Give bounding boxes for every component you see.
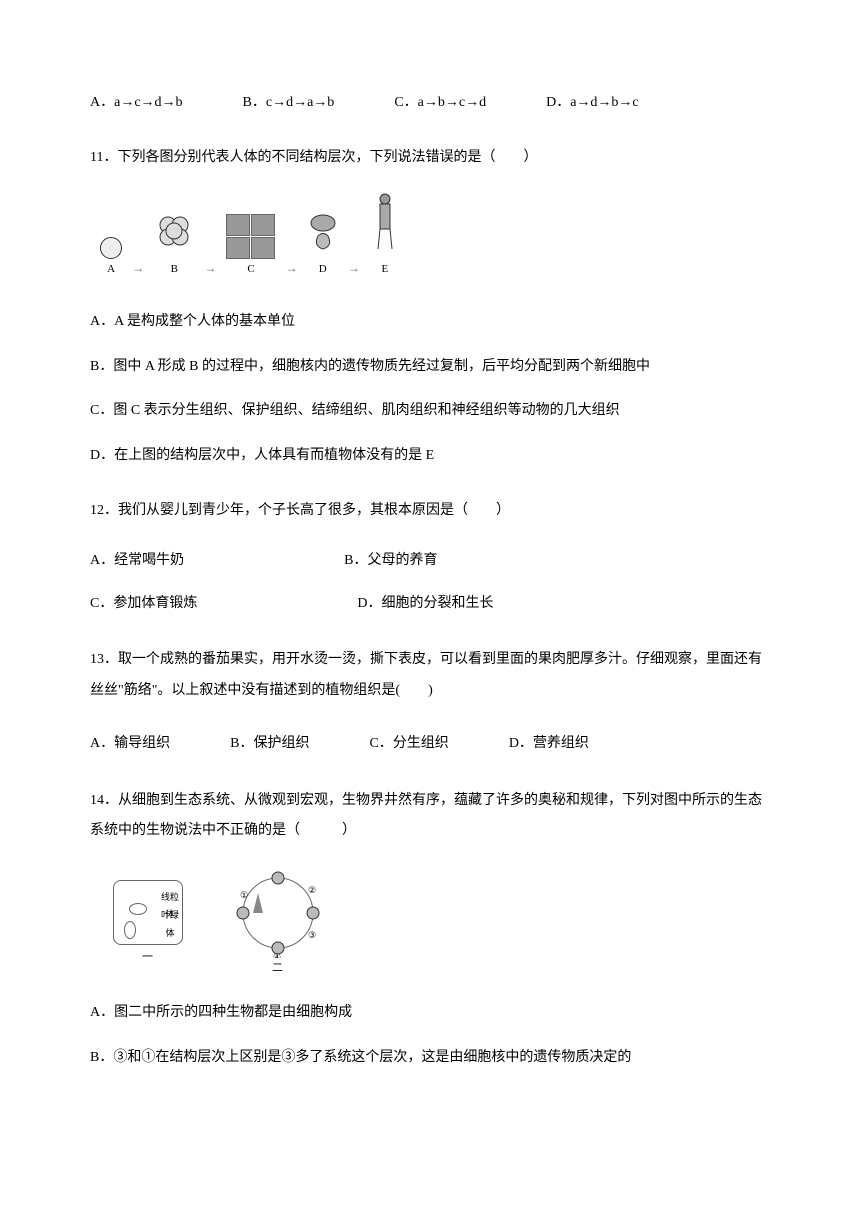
q11-diagram-label-a: A (100, 259, 122, 280)
q13-option-d: D．营养组织 (509, 731, 589, 758)
q13-stem: 13．取一个成熟的番茄果实，用开水烫一烫，撕下表皮，可以看到里面的果肉肥厚多汁。… (90, 645, 770, 707)
q14-option-b: B．③和①在结构层次上区别是③多了系统这个层次，这是由细胞核中的遗传物质决定的 (90, 1045, 770, 1072)
q14-stem: 14．从细胞到生态系统、从微观到宏观，生物界井然有序，蕴藏了许多的奥秘和规律，下… (90, 786, 770, 848)
q14-option-a: A．图二中所示的四种生物都是由细胞构成 (90, 1000, 770, 1027)
q10-option-d: D．a→d→b→c (546, 90, 639, 117)
q11-option-c: C．图 C 表示分生组织、保护组织、结缔组织、肌肉组织和神经组织等动物的几大组织 (90, 398, 770, 425)
q14-label-chloro: 叶绿体 (159, 907, 182, 941)
q11-option-b: B．图中 A 形成 B 的过程中，细胞核内的遗传物质先经过复制，后平均分配到两个… (90, 354, 770, 381)
question-11: 11．下列各图分别代表人体的不同结构层次，下列说法错误的是（ ） A → B →… (90, 145, 770, 470)
q12-stem: 12．我们从婴儿到青少年，个子长高了很多，其根本原因是（ ） (90, 498, 770, 525)
q12-option-a: A．经常喝牛奶 (90, 548, 184, 575)
q11-stem: 11．下列各图分别代表人体的不同结构层次，下列说法错误的是（ ） (90, 145, 770, 172)
q11-diagram-label-d: D (308, 259, 338, 280)
q13-option-a: A．输导组织 (90, 731, 170, 758)
q13-option-c: C．分生组织 (369, 731, 448, 758)
q14-diagram-label-b: 二 (228, 958, 328, 979)
q10-option-c: C．a→b→c→d (394, 90, 486, 117)
q11-diagram-label-c: C (226, 259, 275, 280)
svg-text:④: ④ (273, 952, 281, 958)
q12-option-b: B．父母的养育 (344, 548, 437, 575)
q10-option-b: B．c→d→a→b (243, 90, 335, 117)
q11-option-a: A．A 是构成整个人体的基本单位 (90, 309, 770, 336)
q13-option-b: B．保护组织 (230, 731, 309, 758)
q11-option-d: D．在上图的结构层次中，人体具有而植物体没有的是 E (90, 443, 770, 470)
q14-diagram-label-a: 一 (113, 947, 183, 968)
svg-text:③: ③ (308, 930, 316, 940)
q11-diagram-label-b: B (154, 259, 194, 280)
q11-diagram-label-e: E (370, 259, 400, 280)
q10-options: A．a→c→d→b B．c→d→a→b C．a→b→c→d D．a→d→b→c (90, 90, 770, 117)
question-13: 13．取一个成熟的番茄果实，用开水烫一烫，撕下表皮，可以看到里面的果肉肥厚多汁。… (90, 645, 770, 757)
q12-option-c: C．参加体育锻炼 (90, 591, 197, 618)
q10-option-a: A．a→c→d→b (90, 90, 183, 117)
q12-option-d: D．细胞的分裂和生长 (357, 591, 493, 618)
q11-diagram: A → B → C → D → E (90, 195, 770, 285)
q14-diagram: 线粒体 叶绿体 一 ① ② (90, 871, 770, 976)
svg-text:②: ② (308, 885, 316, 895)
question-14: 14．从细胞到生态系统、从微观到宏观，生物界井然有序，蕴藏了许多的奥秘和规律，下… (90, 786, 770, 1072)
svg-text:①: ① (240, 890, 248, 900)
question-12: 12．我们从婴儿到青少年，个子长高了很多，其根本原因是（ ） A．经常喝牛奶 B… (90, 498, 770, 618)
